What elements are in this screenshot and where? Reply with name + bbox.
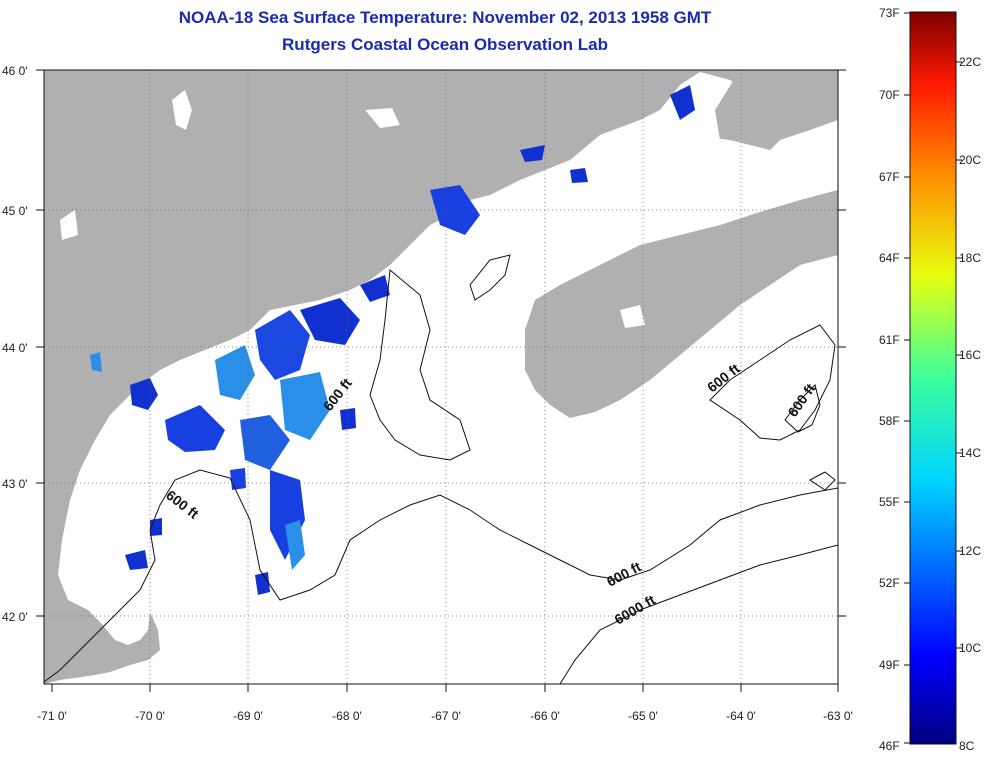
lon-label-67: -67 0': [431, 709, 461, 723]
depth-contours: [44, 254, 838, 684]
map-subtitle: Rutgers Coastal Ocean Observation Lab: [282, 35, 608, 54]
map-title: NOAA-18 Sea Surface Temperature: Novembe…: [178, 8, 712, 27]
lon-label-71: -71 0': [37, 709, 67, 723]
cb-f-46: 46F: [879, 739, 900, 753]
cb-f-55: 55F: [879, 495, 900, 509]
lon-label-64: -64 0': [726, 709, 756, 723]
land-mainland: [44, 70, 838, 684]
lon-label-65: -65 0': [628, 709, 658, 723]
lat-label-44: 44 0': [2, 341, 28, 355]
cb-c-16: 16C: [959, 348, 981, 362]
graticule: [44, 70, 838, 684]
bay-of-fundy: [520, 150, 720, 300]
cb-c-20: 20C: [959, 153, 981, 167]
colorbar: 73F 70F 67F 64F 61F 58F 55F 52F 49F 46F …: [879, 6, 981, 753]
lat-label-45: 45 0': [2, 204, 28, 218]
cb-c-22: 22C: [959, 55, 981, 69]
cb-f-64: 64F: [879, 251, 900, 265]
lon-label-69: -69 0': [233, 709, 263, 723]
cb-f-67: 67F: [879, 170, 900, 184]
lake-3: [60, 210, 78, 240]
sst-patches: [90, 85, 695, 595]
cb-f-49: 49F: [879, 658, 900, 672]
lake-2: [365, 108, 400, 128]
map-area: 600 ft 600 ft 600 ft 600 ft 600 ft 6000 …: [44, 70, 838, 684]
cb-f-58: 58F: [879, 414, 900, 428]
lat-label-46: 46 0': [2, 64, 28, 78]
lake-4: [620, 305, 645, 328]
cb-f-73: 73F: [879, 6, 900, 20]
lon-label-63: -63 0': [823, 709, 853, 723]
land-cape-breton: [715, 70, 838, 160]
lat-label-43: 43 0': [2, 477, 28, 491]
lake-1: [172, 90, 192, 130]
land-nova-scotia: [525, 190, 838, 418]
lon-label-70: -70 0': [135, 709, 165, 723]
cb-f-52: 52F: [879, 576, 900, 590]
cb-c-12: 12C: [959, 544, 981, 558]
cb-c-10: 10C: [959, 641, 981, 655]
cb-c-14: 14C: [959, 446, 981, 460]
colorbar-gradient: [909, 11, 957, 745]
lat-label-42: 42 0': [2, 610, 28, 624]
tick-marks: [36, 69, 846, 692]
lon-label-68: -68 0': [332, 709, 362, 723]
cb-c-18: 18C: [959, 251, 981, 265]
map-frame: [43, 69, 839, 685]
cb-f-70: 70F: [879, 88, 900, 102]
lon-label-66: -66 0': [530, 709, 560, 723]
cb-c-8: 8C: [959, 739, 975, 753]
northumberland-strait: [650, 135, 800, 180]
cb-f-61: 61F: [879, 333, 900, 347]
